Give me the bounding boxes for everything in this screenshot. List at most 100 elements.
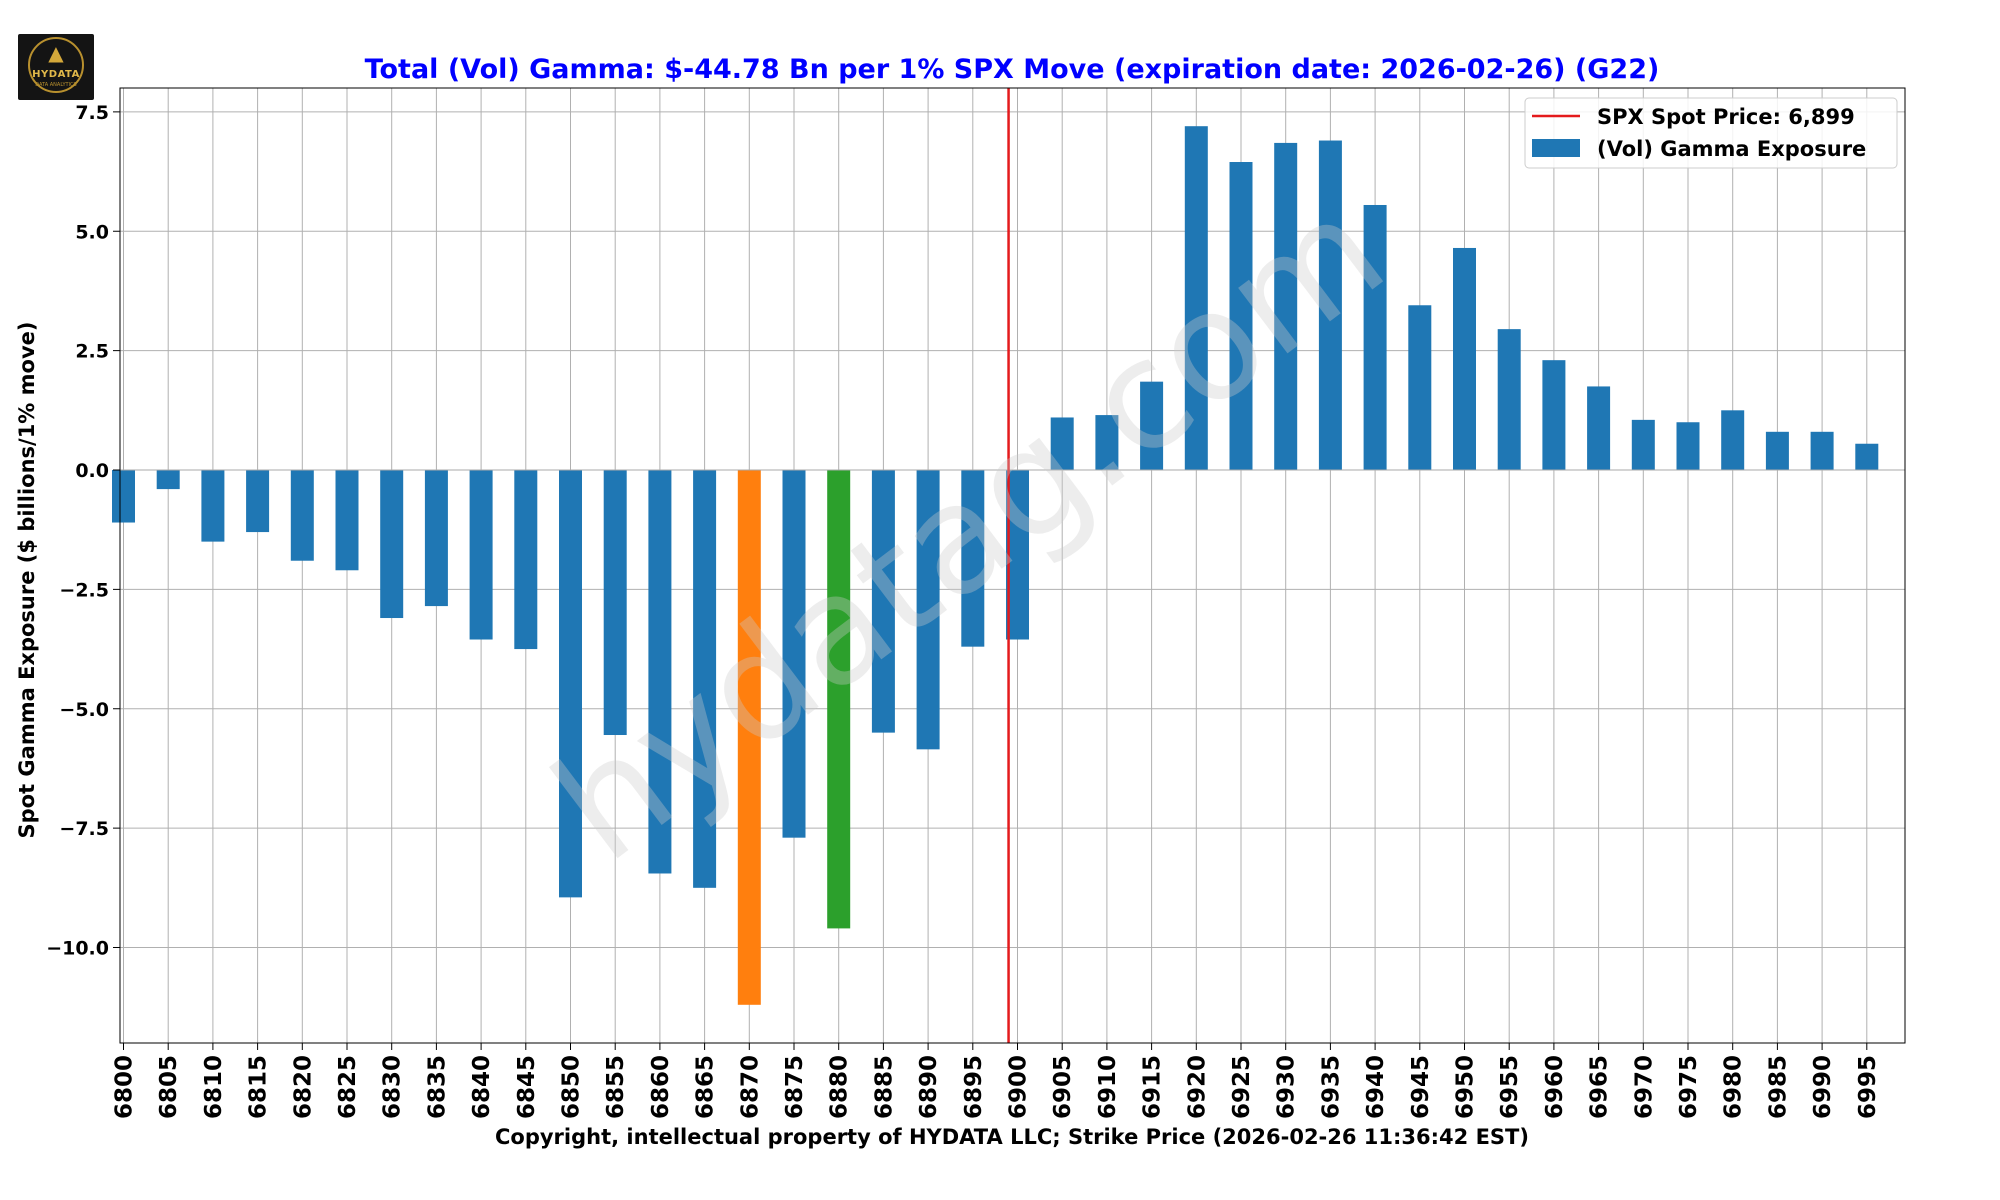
bar-6830 <box>380 470 404 619</box>
y-tick-label: 5.0 <box>75 221 109 243</box>
x-tick-label: 6855 <box>603 1055 629 1119</box>
x-tick-label: 6865 <box>693 1055 719 1119</box>
bar-6915 <box>1140 381 1164 470</box>
x-tick-label: 6985 <box>1765 1055 1791 1119</box>
x-tick-label: 6810 <box>201 1055 227 1119</box>
bar-6900 <box>1006 470 1029 640</box>
bar-6925 <box>1229 162 1253 470</box>
plot-frame <box>119 87 1906 1044</box>
bar-6975 <box>1676 422 1700 470</box>
x-tick-label: 6975 <box>1676 1055 1702 1119</box>
x-tick-label: 6900 <box>1006 1055 1032 1119</box>
bar-6880 <box>827 470 851 929</box>
x-tick-label: 6935 <box>1318 1055 1344 1119</box>
x-tick-label: 6845 <box>514 1055 540 1119</box>
x-tick-label: 6870 <box>737 1055 763 1119</box>
x-tick-label: 6905 <box>1050 1055 1076 1119</box>
x-tick-label: 6885 <box>871 1055 897 1119</box>
bar-6950 <box>1453 247 1476 470</box>
x-tick-label: 6930 <box>1274 1055 1300 1119</box>
x-tick-label: 6940 <box>1363 1055 1389 1119</box>
x-tick-label: 6960 <box>1542 1055 1568 1119</box>
y-tick-label: −5.0 <box>59 699 109 721</box>
x-axis-ticks: 6800 6805 6810 6815 6820 6825 6830 6835 6840 6845… <box>112 1043 1881 1119</box>
x-tick-label: 6890 <box>916 1055 942 1119</box>
x-tick-label: 6955 <box>1497 1055 1523 1119</box>
x-tick-label: 6950 <box>1453 1055 1479 1119</box>
bar-6940 <box>1363 204 1387 471</box>
logo-ring <box>28 37 84 93</box>
bar-6945 <box>1408 305 1432 470</box>
bar-6920 <box>1184 126 1208 470</box>
x-tick-label: 6835 <box>424 1055 450 1119</box>
bar-6960 <box>1542 360 1566 470</box>
x-tick-label: 6915 <box>1140 1055 1166 1119</box>
x-tick-label: 6895 <box>961 1055 987 1119</box>
x-tick-label: 6815 <box>246 1055 272 1119</box>
y-tick-label: 2.5 <box>75 341 109 363</box>
logo-subtext: DATA ANALYTICS <box>35 82 77 88</box>
y-tick-label: 0.0 <box>75 460 109 482</box>
bar-6850 <box>559 470 582 898</box>
bars <box>112 126 1879 1005</box>
legend-bar-swatch <box>1532 139 1580 157</box>
bar-6890 <box>916 470 940 750</box>
bar-6895 <box>961 470 985 647</box>
bar-6870 <box>737 470 761 1005</box>
bar-6885 <box>871 470 895 733</box>
bar-6985 <box>1765 431 1789 470</box>
x-tick-label: 6875 <box>782 1055 808 1119</box>
bar-6810 <box>201 470 225 542</box>
x-tick-label: 6880 <box>827 1055 853 1119</box>
bar-6905 <box>1050 417 1074 470</box>
y-tick-label: −7.5 <box>59 818 109 840</box>
bar-6970 <box>1631 419 1655 470</box>
x-tick-label: 6830 <box>380 1055 406 1119</box>
bar-6820 <box>290 470 314 561</box>
x-tick-label: 6860 <box>648 1055 674 1119</box>
legend-bar-label: (Vol) Gamma Exposure <box>1597 137 1866 161</box>
bar-6805 <box>156 470 180 490</box>
x-tick-label: 6805 <box>156 1055 182 1119</box>
x-tick-label: 6965 <box>1587 1055 1613 1119</box>
bar-6815 <box>246 470 270 533</box>
x-tick-label: 6925 <box>1229 1055 1255 1119</box>
chart-title: Total (Vol) Gamma: $-44.78 Bn per 1% SPX… <box>365 54 1660 85</box>
hydata-logo: ▲ HYDATA DATA ANALYTICS <box>18 34 94 100</box>
bar-6995 <box>1855 443 1879 470</box>
x-tick-label: 6825 <box>335 1055 361 1119</box>
legend-frame <box>1524 97 1898 169</box>
y-tick-label: 7.5 <box>75 102 109 124</box>
x-tick-label: 6840 <box>469 1055 495 1119</box>
x-tick-label: 6910 <box>1095 1055 1121 1119</box>
x-tick-label: 6970 <box>1631 1055 1657 1119</box>
bar-6855 <box>603 470 627 736</box>
x-tick-label: 6945 <box>1408 1055 1434 1119</box>
y-axis-label: Spot Gamma Exposure ($ billions/1% move) <box>15 322 39 839</box>
x-axis-label: Copyright, intellectual property of HYDA… <box>495 1125 1529 1149</box>
bar-6910 <box>1095 415 1119 470</box>
bar-6835 <box>424 470 448 607</box>
x-tick-label: 6990 <box>1810 1055 1836 1119</box>
x-tick-label: 6995 <box>1855 1055 1881 1119</box>
legend-spot-label: SPX Spot Price: 6,899 <box>1597 105 1855 129</box>
bar-6965 <box>1587 386 1611 470</box>
y-tick-label: −2.5 <box>59 579 109 601</box>
bar-6865 <box>693 470 717 888</box>
bar-6825 <box>335 470 359 571</box>
bar-6845 <box>514 470 538 650</box>
legend: SPX Spot Price: 6,899 (Vol) Gamma Exposu… <box>1524 97 1898 169</box>
bar-6935 <box>1318 140 1342 470</box>
y-axis-ticks: 7.5 5.0 2.5 0.0 −2.5 −5.0 −7.5 −10.0 <box>46 102 120 960</box>
bar-6800 <box>112 470 135 523</box>
bar-6980 <box>1721 410 1745 470</box>
wolf-icon: ▲ <box>48 41 64 65</box>
bar-6875 <box>782 470 806 838</box>
x-tick-label: 6820 <box>290 1055 316 1119</box>
y-tick-label: −10.0 <box>46 938 109 960</box>
x-tick-label: 6920 <box>1184 1055 1210 1119</box>
bar-6930 <box>1274 142 1298 470</box>
logo-text: HYDATA <box>32 69 80 80</box>
x-tick-label: 6850 <box>559 1055 585 1119</box>
